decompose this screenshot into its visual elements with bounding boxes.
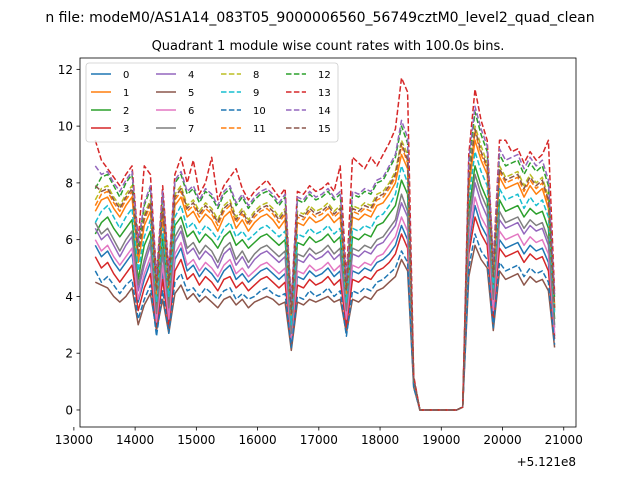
- x-tick-label: 19000: [422, 433, 460, 447]
- legend-label-15: 15: [318, 124, 331, 135]
- series-line-9: [94, 150, 556, 411]
- legend-label-11: 11: [253, 124, 266, 135]
- x-tick-label: 14000: [116, 433, 154, 447]
- axes-frame: [79, 57, 577, 428]
- x-tick-label: 20000: [483, 433, 521, 447]
- x-offset-label: +5.121e8: [517, 455, 576, 469]
- y-tick-label: 10: [58, 120, 73, 134]
- series-line-6: [94, 196, 556, 411]
- legend-label-7: 7: [188, 124, 194, 135]
- legend-label-5: 5: [188, 88, 194, 99]
- legend-label-8: 8: [253, 70, 259, 81]
- x-tick-label: 15000: [177, 433, 215, 447]
- y-tick-label: 8: [65, 176, 73, 190]
- legend-box: [85, 62, 339, 143]
- legend-label-12: 12: [318, 70, 331, 81]
- chart-title: Quadrant 1 module wise count rates with …: [152, 39, 505, 54]
- legend-label-6: 6: [188, 106, 194, 117]
- legend-label-10: 10: [253, 106, 266, 117]
- x-tick-label: 18000: [361, 433, 399, 447]
- axes: 13000 14000 15000 16000 17000 18000 19000 20000…: [55, 57, 583, 447]
- x-tick-label: 16000: [238, 433, 276, 447]
- y-tick-label: 2: [65, 347, 73, 361]
- y-tick-label: 4: [65, 290, 73, 304]
- y-tick-label: 0: [65, 403, 73, 417]
- legend-label-2: 2: [123, 106, 129, 117]
- series-line-3: [94, 216, 556, 411]
- legend-label-13: 13: [318, 88, 331, 99]
- series-line-7: [94, 173, 556, 411]
- legend-label-1: 1: [123, 88, 129, 99]
- x-tick-label: 13000: [55, 433, 93, 447]
- series-line-14: [94, 105, 556, 411]
- series-line-10: [94, 233, 556, 411]
- plot-area: [94, 77, 556, 411]
- series-line-15: [94, 128, 556, 411]
- legend-label-9: 9: [253, 88, 259, 99]
- legend-label-4: 4: [188, 70, 194, 81]
- legend-label-14: 14: [318, 106, 331, 117]
- series-line-12: [94, 111, 556, 411]
- x-tick-label: 17000: [300, 433, 338, 447]
- y-tick-label: 12: [58, 63, 73, 77]
- legend-label-0: 0: [123, 70, 129, 81]
- x-tick-label: 21000: [545, 433, 583, 447]
- figure-suptitle: n file: modeM0/AS1A14_083T05_9000006560_…: [45, 10, 594, 26]
- y-tick-label: 6: [65, 233, 73, 247]
- legend-label-3: 3: [123, 124, 129, 135]
